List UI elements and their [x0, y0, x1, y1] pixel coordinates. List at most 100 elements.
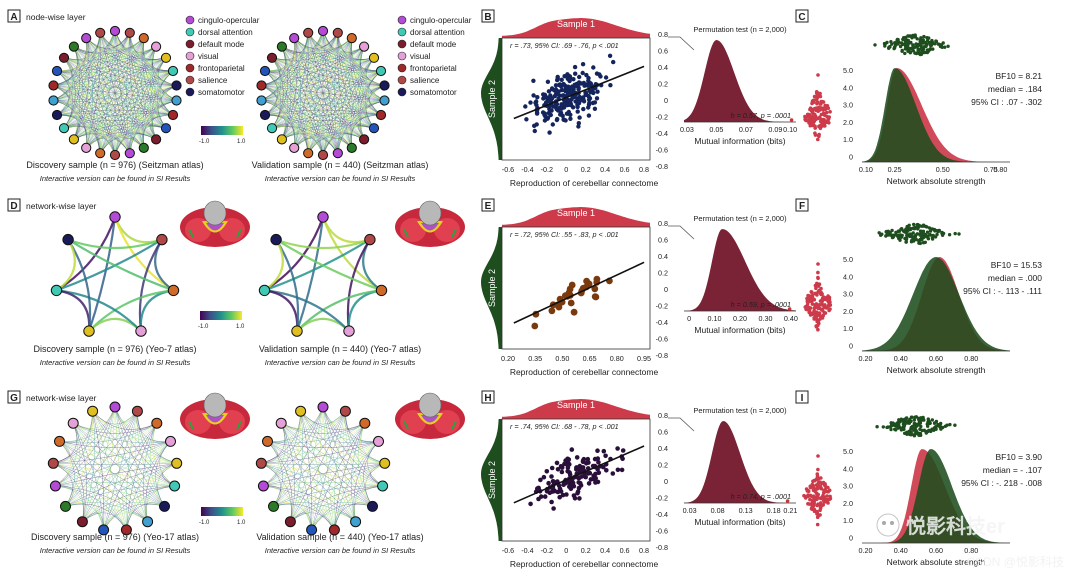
network-node: [156, 233, 168, 246]
panel-letter-I: I: [801, 393, 804, 404]
red-dot-strip: [819, 102, 823, 106]
connectivity-edge: [63, 57, 177, 86]
green-dot-strip: [919, 229, 923, 233]
network-node: [124, 148, 135, 159]
green-dot-strip: [880, 232, 884, 236]
connectivity-edge: [63, 57, 116, 156]
green-dot-strip: [931, 47, 935, 51]
connectivity-edge: [82, 411, 138, 522]
connectivity-edge: [72, 423, 88, 522]
connectivity-edge: [273, 411, 346, 507]
connectivity-edge: [267, 406, 324, 442]
connectivity-edge: [59, 441, 165, 507]
red-dot-strip: [816, 476, 821, 481]
network-node: [109, 149, 121, 161]
y-tick-label: 0: [664, 285, 668, 294]
y-tick-label: 0.4: [658, 252, 668, 261]
perm-x-tick: 0.40: [784, 314, 798, 323]
network-node: [159, 500, 170, 512]
network-node: [317, 401, 329, 413]
connectivity-edge: [56, 70, 116, 156]
y-tick-label: 0.6: [658, 47, 668, 56]
red-dot-strip: [822, 483, 827, 487]
network-node: [306, 524, 318, 536]
connectivity-edge: [53, 463, 84, 522]
green-dot-strip: [911, 49, 915, 53]
legend-swatch: [185, 75, 195, 85]
y-tick-label: -0.6: [656, 335, 668, 344]
connectivity-edge: [100, 32, 177, 86]
connectivity-edge: [311, 406, 324, 530]
connectivity-edge: [267, 423, 365, 444]
network-node: [275, 417, 287, 429]
connectivity-edge: [53, 30, 116, 101]
cerebellum-atlas-image: [395, 200, 465, 247]
green-dot-strip: [915, 37, 919, 41]
connectivity-edge: [53, 406, 116, 464]
connectivity-edge: [73, 423, 104, 530]
red-dot-strip: [806, 494, 810, 499]
connectivity-edge: [114, 85, 177, 156]
green-dot-strip: [940, 233, 945, 237]
scatter-point: [548, 93, 553, 98]
red-dot-strip: [816, 454, 820, 458]
scatter-point: [586, 481, 592, 486]
scatter-frame: [501, 37, 651, 161]
connectivity-edge: [281, 70, 382, 140]
x-tick-label: 0.95: [637, 354, 651, 363]
network-node: [258, 284, 271, 297]
scatter-panel-B: Sample 1 Sample 2 r = .73, 95% CI: .69 - .…: [481, 18, 668, 188]
connectivity-edge: [273, 503, 335, 531]
green-dot-strip: [886, 229, 890, 233]
connectivity-edge: [114, 133, 157, 156]
red-dot-strip: [818, 480, 822, 485]
connectivity-edge: [56, 238, 163, 292]
connectivity-edge: [53, 463, 165, 507]
perm-x-tick: 0.09: [768, 125, 782, 134]
bayes-stat: BF10 = 15.53: [991, 260, 1043, 270]
network-node: [289, 142, 300, 153]
connectivity-edge: [281, 46, 375, 63]
connectivity-edge: [65, 406, 116, 507]
network-node: [135, 325, 147, 337]
connectivity-edge: [86, 37, 177, 101]
connectivity-edge: [63, 38, 88, 129]
x-tick-label: -0.4: [521, 165, 533, 174]
connectivity-edge: [293, 38, 309, 154]
scatter-point: [546, 89, 552, 94]
red-dot-strip: [822, 488, 826, 493]
scatter-point: [586, 113, 592, 118]
green-dot-strip: [914, 42, 918, 46]
connectivity-edge: [261, 70, 382, 86]
green-dot-strip: [905, 233, 909, 238]
green-dot-strip: [919, 38, 923, 42]
bayes-x-label: Network absolute strength: [887, 557, 986, 567]
x-tick-label: 0.8: [639, 546, 649, 555]
connectivity-edge: [261, 100, 338, 154]
permutation-title: Permutation test (n = 2,000): [693, 406, 787, 415]
connectivity-edge: [261, 32, 338, 86]
scatter-point: [550, 122, 555, 127]
red-dot-strip: [811, 98, 816, 103]
connectivity-edge: [290, 411, 346, 522]
green-dot-strip: [943, 45, 947, 49]
connectivity-edge: [53, 85, 157, 140]
scatter-point: [604, 468, 609, 473]
connectivity-edge: [53, 411, 138, 464]
connectivity-edge: [53, 100, 130, 154]
scatter-point: [549, 86, 555, 91]
connectivity-edge: [294, 37, 375, 129]
scatter-point: [601, 464, 606, 470]
connectivity-edge: [55, 485, 148, 522]
scatter-point: [549, 474, 554, 479]
connectivity-edge: [73, 133, 116, 156]
green-dot-strip: [925, 230, 930, 234]
connectivity-edge: [271, 57, 375, 66]
connectivity-edge: [53, 441, 171, 464]
scatter-point: [532, 128, 537, 134]
green-dot-strip: [913, 51, 917, 55]
green-dot-strip: [900, 49, 904, 53]
connectivity-edge: [281, 46, 339, 154]
connectivity-edge: [295, 216, 325, 332]
